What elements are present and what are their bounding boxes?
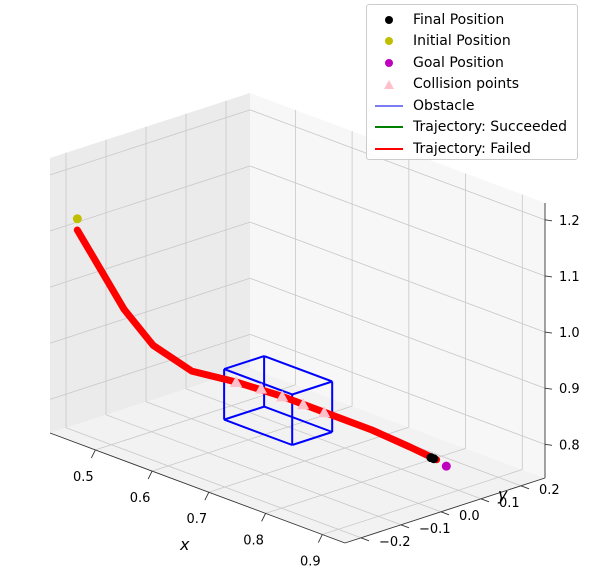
z-tick-mark <box>544 331 553 334</box>
left-pane <box>50 93 250 433</box>
grid-line-z-back <box>249 109 546 221</box>
grid-line-z-left <box>49 333 251 400</box>
collision-point <box>276 390 289 402</box>
obstacle-edge <box>263 405 333 433</box>
legend-label: Final Position <box>413 11 505 28</box>
grid-line-x-floor <box>322 469 523 535</box>
position-markers <box>72 214 451 471</box>
y-tick-mark <box>520 485 530 490</box>
grid-line-y-floor <box>105 414 402 526</box>
x-tick-mark <box>261 513 266 522</box>
legend-label: Initial Position <box>413 33 511 50</box>
grid-line-z-back <box>249 277 546 389</box>
y-tick-mark <box>480 498 490 503</box>
collision-point <box>297 398 310 410</box>
collision-point <box>318 406 331 418</box>
y-tick-label: −0.1 <box>419 522 451 537</box>
legend-marker <box>373 77 405 91</box>
grid-line-z-left <box>49 277 251 344</box>
legend: Final Position Initial Position Goal Posit… <box>366 4 578 160</box>
z-tick-mark <box>544 219 553 222</box>
legend-marker <box>373 13 405 27</box>
collision-point <box>230 376 243 387</box>
y-tick-mark <box>400 524 410 529</box>
x-tick-mark <box>204 492 210 501</box>
legend-label: Goal Position <box>413 54 504 71</box>
grid-line-y-floor <box>65 427 362 539</box>
y-tick-label: 0.2 <box>539 483 560 498</box>
z-tick-label: 1.1 <box>559 270 580 285</box>
obstacle-box <box>223 355 334 446</box>
legend-item: Initial Position <box>373 31 571 53</box>
legend-item: Final Position <box>373 9 571 31</box>
axes-panes <box>50 93 545 543</box>
x-tick-label: 0.9 <box>300 555 321 570</box>
y-tick-mark <box>440 511 450 516</box>
legend-marker <box>373 120 405 134</box>
obstacle-edge <box>263 355 333 383</box>
z-tick-mark <box>544 275 553 278</box>
initial-position-point <box>72 214 82 224</box>
y-axis-label: y <box>497 485 508 504</box>
obstacle-edge <box>223 418 293 446</box>
obstacle-edge <box>223 405 265 421</box>
obstacle-edge <box>291 380 333 396</box>
legend-marker <box>373 142 405 156</box>
legend-item: Collision points <box>373 74 571 96</box>
legend-item: Obstacle <box>373 95 571 117</box>
y-axis-line <box>344 477 546 544</box>
goal-position-point <box>441 461 451 471</box>
obstacle-edge <box>223 368 293 396</box>
grid-line-z-left <box>49 109 251 176</box>
legend-marker <box>373 34 405 48</box>
x-tick-label: 0.7 <box>187 512 208 527</box>
grid-line-x-floor <box>95 384 296 451</box>
y-tick-mark <box>360 537 370 542</box>
grid-line-y-floor <box>185 388 482 500</box>
collision-point <box>255 382 268 394</box>
z-tick-mark <box>544 443 553 446</box>
x-tick-mark <box>147 470 153 480</box>
x-tick-mark <box>317 534 323 543</box>
grid-line-z-left <box>49 221 251 288</box>
axis-lines <box>49 203 546 544</box>
y-tick-label: 0.0 <box>459 509 480 524</box>
z-tick-label: 0.9 <box>559 382 580 397</box>
legend-marker <box>373 99 405 113</box>
tick-labels: 0.5 0.6 0.7 0.8 0.9 −0.2 −0.1 0.0 0.1 0.2 0.8 0.9 1.… <box>73 214 580 570</box>
legend-item: Goal Position <box>373 52 571 74</box>
grid-line-z-back <box>249 165 546 277</box>
grid-line-z-back <box>249 333 546 445</box>
y-tick-label: 0.1 <box>499 496 520 511</box>
grid-line-z-left <box>49 165 251 232</box>
z-tick-label: 0.8 <box>559 438 580 453</box>
x-axis-label: x <box>179 535 190 554</box>
legend-marker <box>373 56 405 70</box>
final-position-point <box>429 454 439 464</box>
back-pane <box>250 93 545 478</box>
legend-item: Trajectory: Failed <box>373 138 571 160</box>
x-tick-mark <box>90 449 96 459</box>
legend-label: Trajectory: Succeeded <box>413 119 568 136</box>
grid-line-x-floor <box>208 426 409 493</box>
grid-line-y-floor <box>145 401 442 513</box>
z-tick-label: 1.2 <box>559 214 580 229</box>
collision-points <box>230 376 331 418</box>
legend-label: Obstacle <box>413 97 475 114</box>
obstacle-edge <box>291 431 333 446</box>
x-tick-label: 0.6 <box>130 491 151 506</box>
legend-label: Trajectory: Failed <box>413 140 531 157</box>
grid-line-z-back <box>249 221 546 333</box>
x-axis-line <box>49 432 346 544</box>
legend-label: Collision points <box>413 76 520 93</box>
z-tick-label: 1.0 <box>559 326 580 341</box>
obstacle-edge <box>223 355 265 371</box>
x-tick-label: 0.5 <box>73 470 94 485</box>
z-tick-mark <box>544 387 553 390</box>
x-tick-label: 0.8 <box>243 533 264 548</box>
y-tick-label: −0.2 <box>379 535 411 550</box>
legend-item: Trajectory: Succeeded <box>373 117 571 139</box>
